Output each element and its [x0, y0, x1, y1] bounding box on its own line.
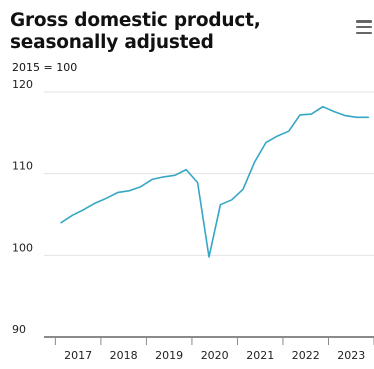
chart-title: Gross domestic product, seasonally adjus… [10, 10, 261, 53]
x-tick-label-2022: 2022 [292, 349, 320, 362]
x-tick-label-2019: 2019 [155, 349, 183, 362]
x-tick-label-2017: 2017 [64, 349, 92, 362]
chart-subtitle: 2015 = 100 [12, 61, 78, 74]
y-tick-label-120: 120 [12, 78, 33, 91]
y-tick-label-110: 110 [12, 160, 33, 173]
x-tick-label-2018: 2018 [110, 349, 138, 362]
x-axis: 2017 2018 2019 2020 2021 2022 2023 [54, 337, 374, 362]
y-tick-label-90: 90 [12, 323, 26, 336]
series-layer [60, 105, 370, 258]
hamburger-menu-icon[interactable] [356, 20, 372, 36]
x-tick-label-2023: 2023 [337, 349, 365, 362]
x-tick-label-2020: 2020 [201, 349, 229, 362]
y-axis: 90 100 110 120 [12, 78, 33, 336]
y-tick-label-100: 100 [12, 241, 33, 254]
grid-lines [44, 91, 374, 338]
x-tick-label-2021: 2021 [246, 349, 274, 362]
series-line-0 [60, 105, 370, 258]
